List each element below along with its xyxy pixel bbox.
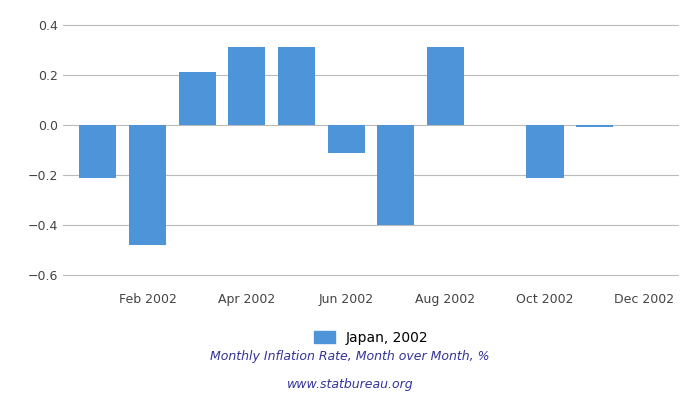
Bar xyxy=(576,125,613,128)
Bar xyxy=(278,47,315,125)
Bar xyxy=(129,125,166,245)
Text: Monthly Inflation Rate, Month over Month, %: Monthly Inflation Rate, Month over Month… xyxy=(210,350,490,363)
Bar xyxy=(328,125,365,152)
Bar xyxy=(228,47,265,125)
Text: www.statbureau.org: www.statbureau.org xyxy=(287,378,413,391)
Bar xyxy=(427,47,464,125)
Bar xyxy=(526,125,564,178)
Bar xyxy=(79,125,116,178)
Legend: Japan, 2002: Japan, 2002 xyxy=(314,331,428,345)
Bar xyxy=(178,72,216,125)
Bar xyxy=(377,125,414,225)
